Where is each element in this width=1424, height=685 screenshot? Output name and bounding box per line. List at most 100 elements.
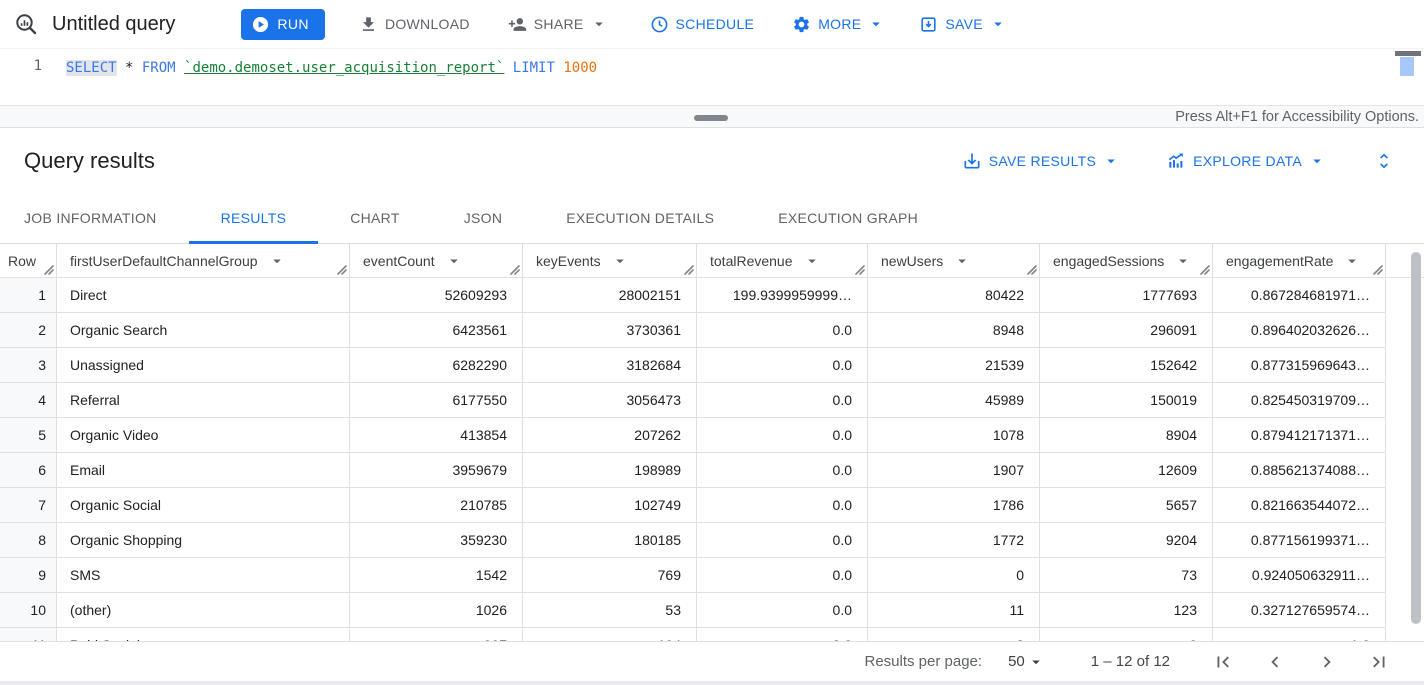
table-cell[interactable]: 199.9399959999… bbox=[697, 278, 868, 312]
table-cell[interactable]: 53 bbox=[523, 593, 697, 627]
column-header-engagedSessions[interactable]: engagedSessions bbox=[1040, 244, 1213, 277]
table-cell[interactable]: 1786 bbox=[868, 488, 1040, 522]
sql-code-line[interactable]: SELECT * FROM `demo.demoset.user_acquisi… bbox=[66, 58, 597, 78]
table-cell[interactable]: 0.327127659574… bbox=[1213, 593, 1386, 627]
column-menu-caret-icon[interactable] bbox=[953, 252, 971, 270]
table-cell[interactable]: 1542 bbox=[350, 558, 523, 592]
tab-chart[interactable]: CHART bbox=[350, 210, 400, 226]
column-menu-caret-icon[interactable] bbox=[611, 252, 629, 270]
next-page-icon[interactable] bbox=[1316, 651, 1338, 673]
table-cell[interactable]: Organic Shopping bbox=[57, 523, 350, 557]
table-vertical-scrollbar[interactable] bbox=[1411, 252, 1421, 624]
table-cell[interactable]: 1.0 bbox=[1213, 628, 1386, 641]
table-cell[interactable]: 80422 bbox=[868, 278, 1040, 312]
row-number-cell[interactable]: 4 bbox=[0, 383, 57, 417]
table-cell[interactable]: 3056473 bbox=[523, 383, 697, 417]
more-button[interactable]: MORE bbox=[792, 15, 885, 34]
table-cell[interactable]: 123 bbox=[1040, 593, 1213, 627]
table-cell[interactable]: Referral bbox=[57, 383, 350, 417]
table-cell[interactable]: Unassigned bbox=[57, 348, 350, 382]
table-cell[interactable]: 9 bbox=[1040, 628, 1213, 641]
table-cell[interactable]: (other) bbox=[57, 593, 350, 627]
table-cell[interactable]: Email bbox=[57, 453, 350, 487]
table-cell[interactable]: 1078 bbox=[868, 418, 1040, 452]
previous-page-icon[interactable] bbox=[1264, 651, 1286, 673]
run-button[interactable]: RUN bbox=[241, 8, 325, 40]
row-number-cell[interactable]: 3 bbox=[0, 348, 57, 382]
row-number-cell[interactable]: 8 bbox=[0, 523, 57, 557]
column-resize-handle-icon[interactable] bbox=[510, 265, 520, 275]
explore-data-button[interactable]: EXPLORE DATA bbox=[1166, 151, 1326, 171]
last-page-icon[interactable] bbox=[1368, 651, 1390, 673]
table-cell[interactable]: 52609293 bbox=[350, 278, 523, 312]
table-cell[interactable]: 45989 bbox=[868, 383, 1040, 417]
table-cell[interactable]: 6177550 bbox=[350, 383, 523, 417]
table-cell[interactable]: Direct bbox=[57, 278, 350, 312]
table-cell[interactable]: 3730361 bbox=[523, 313, 697, 347]
table-cell[interactable]: Organic Video bbox=[57, 418, 350, 452]
table-cell[interactable]: 769 bbox=[523, 558, 697, 592]
table-cell[interactable]: 0.877315969643… bbox=[1213, 348, 1386, 382]
row-number-cell[interactable]: 6 bbox=[0, 453, 57, 487]
row-number-cell[interactable]: 7 bbox=[0, 488, 57, 522]
column-header-keyEvents[interactable]: keyEvents bbox=[523, 244, 697, 277]
table-cell[interactable]: 12609 bbox=[1040, 453, 1213, 487]
table-cell[interactable]: 0.877156199371… bbox=[1213, 523, 1386, 557]
table-cell[interactable]: 0.0 bbox=[697, 558, 868, 592]
share-button[interactable]: SHARE bbox=[508, 15, 608, 34]
table-cell[interactable]: 0.0 bbox=[697, 313, 868, 347]
table-cell[interactable]: 9204 bbox=[1040, 523, 1213, 557]
table-cell[interactable]: 0.885621374088… bbox=[1213, 453, 1386, 487]
table-cell[interactable]: 1777693 bbox=[1040, 278, 1213, 312]
table-cell[interactable]: 1907 bbox=[868, 453, 1040, 487]
panel-drag-handle-icon[interactable] bbox=[694, 115, 728, 121]
query-title[interactable]: Untitled query bbox=[52, 12, 176, 35]
tab-execution-graph[interactable]: EXECUTION GRAPH bbox=[778, 210, 919, 226]
table-cell[interactable]: 0.879412171371… bbox=[1213, 418, 1386, 452]
table-cell[interactable]: 0.0 bbox=[697, 383, 868, 417]
first-page-icon[interactable] bbox=[1212, 651, 1234, 673]
table-cell[interactable]: 1026 bbox=[350, 593, 523, 627]
table-cell[interactable]: 0.825450319709… bbox=[1213, 383, 1386, 417]
column-resize-handle-icon[interactable] bbox=[1200, 265, 1210, 275]
editor-scrollbar-thumb[interactable] bbox=[1400, 57, 1414, 76]
tab-json[interactable]: JSON bbox=[463, 210, 503, 226]
column-resize-handle-icon[interactable] bbox=[44, 265, 54, 275]
table-cell[interactable]: 210785 bbox=[350, 488, 523, 522]
table-cell[interactable]: 6282290 bbox=[350, 348, 523, 382]
table-cell[interactable]: 0.0 bbox=[697, 418, 868, 452]
row-number-cell[interactable]: 9 bbox=[0, 558, 57, 592]
column-menu-caret-icon[interactable] bbox=[803, 252, 821, 270]
column-header-engagementRate[interactable]: engagementRate bbox=[1213, 244, 1386, 277]
column-resize-handle-icon[interactable] bbox=[337, 265, 347, 275]
collapse-panel-icon[interactable] bbox=[1374, 151, 1394, 171]
table-cell[interactable]: 152642 bbox=[1040, 348, 1213, 382]
column-header-Row[interactable]: Row bbox=[0, 244, 57, 277]
column-header-totalRevenue[interactable]: totalRevenue bbox=[697, 244, 868, 277]
save-results-button[interactable]: SAVE RESULTS bbox=[962, 151, 1120, 171]
sql-editor[interactable]: 1 SELECT * FROM `demo.demoset.user_acqui… bbox=[0, 48, 1424, 105]
table-cell[interactable]: 207262 bbox=[523, 418, 697, 452]
table-cell[interactable]: 3 bbox=[868, 628, 1040, 641]
table-cell[interactable]: 3182684 bbox=[523, 348, 697, 382]
table-cell[interactable]: 6423561 bbox=[350, 313, 523, 347]
column-header-eventCount[interactable]: eventCount bbox=[350, 244, 523, 277]
save-button[interactable]: SAVE bbox=[919, 15, 1007, 34]
table-cell[interactable]: 0.867284681971… bbox=[1213, 278, 1386, 312]
row-number-cell[interactable]: 11 bbox=[0, 628, 57, 641]
column-menu-caret-icon[interactable] bbox=[445, 252, 463, 270]
column-menu-caret-icon[interactable] bbox=[1343, 252, 1361, 270]
download-button[interactable]: DOWNLOAD bbox=[359, 15, 470, 34]
table-cell[interactable]: 0.0 bbox=[697, 593, 868, 627]
row-number-cell[interactable]: 10 bbox=[0, 593, 57, 627]
schedule-button[interactable]: SCHEDULE bbox=[650, 15, 755, 34]
table-cell[interactable]: 997 bbox=[350, 628, 523, 641]
tab-execution-details[interactable]: EXECUTION DETAILS bbox=[566, 210, 715, 226]
column-resize-handle-icon[interactable] bbox=[1373, 265, 1383, 275]
row-number-cell[interactable]: 2 bbox=[0, 313, 57, 347]
table-cell[interactable]: 0.0 bbox=[697, 488, 868, 522]
table-cell[interactable]: 0.924050632911… bbox=[1213, 558, 1386, 592]
page-size-select[interactable]: 50 bbox=[1008, 653, 1045, 671]
table-cell[interactable]: 28002151 bbox=[523, 278, 697, 312]
table-cell[interactable]: 73 bbox=[1040, 558, 1213, 592]
